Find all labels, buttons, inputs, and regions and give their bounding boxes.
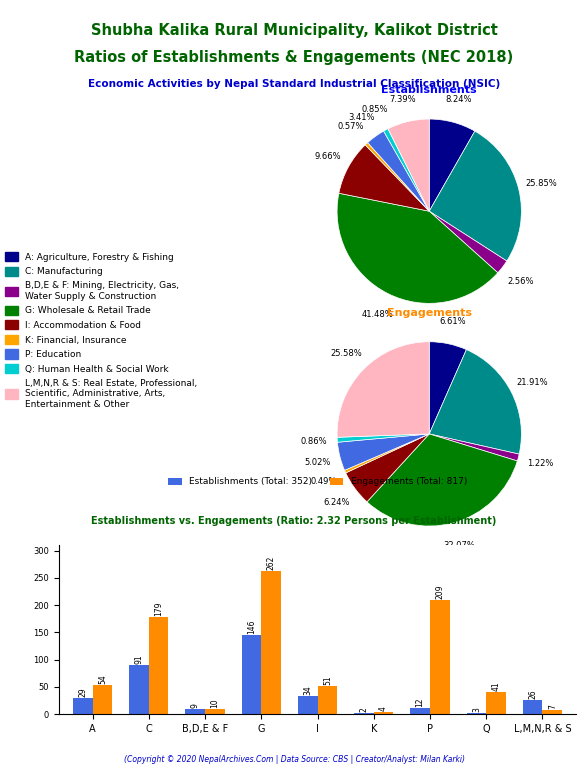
Bar xyxy=(410,707,430,714)
Wedge shape xyxy=(365,143,429,211)
Wedge shape xyxy=(429,131,522,261)
Text: 3.41%: 3.41% xyxy=(349,113,375,122)
Wedge shape xyxy=(429,342,466,434)
Text: 34: 34 xyxy=(303,685,312,694)
Text: 2: 2 xyxy=(359,707,369,712)
Text: 9.66%: 9.66% xyxy=(315,151,342,161)
Wedge shape xyxy=(429,434,519,461)
Bar xyxy=(92,685,112,714)
Bar xyxy=(523,700,543,714)
Bar xyxy=(185,710,205,714)
Bar xyxy=(73,698,92,714)
Text: 91: 91 xyxy=(135,654,143,664)
Bar xyxy=(129,664,149,714)
Text: 7: 7 xyxy=(548,704,557,710)
Wedge shape xyxy=(429,119,475,211)
Wedge shape xyxy=(337,342,429,437)
Wedge shape xyxy=(429,349,522,454)
Text: 26: 26 xyxy=(528,690,537,699)
Text: 3: 3 xyxy=(472,707,481,711)
Legend: A: Agriculture, Forestry & Fishing, C: Manufacturing, B,D,E & F: Mining, Electri: A: Agriculture, Forestry & Fishing, C: M… xyxy=(5,252,198,409)
Wedge shape xyxy=(339,145,429,211)
Bar xyxy=(374,712,393,714)
Text: 146: 146 xyxy=(247,619,256,634)
Text: 6.24%: 6.24% xyxy=(323,498,350,507)
Text: (Copyright © 2020 NepalArchives.Com | Data Source: CBS | Creator/Analyst: Milan : (Copyright © 2020 NepalArchives.Com | Da… xyxy=(123,755,465,764)
Wedge shape xyxy=(368,131,429,211)
Text: 6.61%: 6.61% xyxy=(440,316,466,326)
Text: Economic Activities by Nepal Standard Industrial Classification (NSIC): Economic Activities by Nepal Standard In… xyxy=(88,79,500,89)
Text: 209: 209 xyxy=(435,584,445,599)
Bar xyxy=(242,634,261,714)
Text: 9: 9 xyxy=(191,703,200,708)
Bar xyxy=(486,692,506,714)
Text: 41: 41 xyxy=(492,681,500,690)
Text: 10: 10 xyxy=(211,698,219,707)
Bar xyxy=(354,713,374,714)
Bar xyxy=(298,696,318,714)
Wedge shape xyxy=(367,434,517,526)
Text: 25.85%: 25.85% xyxy=(525,179,557,188)
Bar xyxy=(430,601,450,714)
Text: 54: 54 xyxy=(98,674,107,684)
Wedge shape xyxy=(383,129,429,211)
Text: 262: 262 xyxy=(266,556,276,571)
Bar xyxy=(149,617,169,714)
Wedge shape xyxy=(429,211,507,273)
Text: 7.39%: 7.39% xyxy=(389,94,416,104)
Text: 25.58%: 25.58% xyxy=(330,349,362,359)
Text: Shubha Kalika Rural Municipality, Kalikot District: Shubha Kalika Rural Municipality, Kaliko… xyxy=(91,23,497,38)
Text: 2.56%: 2.56% xyxy=(507,276,534,286)
Text: 41.48%: 41.48% xyxy=(362,310,393,319)
Text: 0.85%: 0.85% xyxy=(362,105,388,114)
Text: 4: 4 xyxy=(379,706,388,711)
Title: Engagements: Engagements xyxy=(387,308,472,318)
Text: 0.86%: 0.86% xyxy=(301,437,328,445)
Bar xyxy=(543,710,562,714)
Text: 0.57%: 0.57% xyxy=(338,122,364,131)
Wedge shape xyxy=(338,434,429,470)
Text: Establishments vs. Engagements (Ratio: 2.32 Persons per Establishment): Establishments vs. Engagements (Ratio: 2… xyxy=(91,516,497,526)
Text: 179: 179 xyxy=(154,601,163,616)
Text: 5.02%: 5.02% xyxy=(305,458,331,467)
Text: 51: 51 xyxy=(323,676,332,685)
Text: 12: 12 xyxy=(416,697,425,707)
Text: 29: 29 xyxy=(78,687,87,697)
Wedge shape xyxy=(345,434,429,473)
Wedge shape xyxy=(337,194,498,303)
Wedge shape xyxy=(346,434,429,502)
Text: Ratios of Establishments & Engagements (NEC 2018): Ratios of Establishments & Engagements (… xyxy=(74,50,514,65)
Wedge shape xyxy=(388,119,429,211)
Bar xyxy=(318,687,337,714)
Text: 32.07%: 32.07% xyxy=(443,541,476,550)
Text: 8.24%: 8.24% xyxy=(446,95,472,104)
Text: 21.91%: 21.91% xyxy=(516,378,548,386)
Title: Establishments: Establishments xyxy=(382,85,477,95)
Bar xyxy=(466,713,486,714)
Text: 1.22%: 1.22% xyxy=(527,459,554,468)
Bar xyxy=(261,571,281,714)
Legend: Establishments (Total: 352), Engagements (Total: 817): Establishments (Total: 352), Engagements… xyxy=(165,474,470,490)
Text: 0.49%: 0.49% xyxy=(311,476,338,485)
Bar xyxy=(205,709,225,714)
Wedge shape xyxy=(337,434,429,442)
